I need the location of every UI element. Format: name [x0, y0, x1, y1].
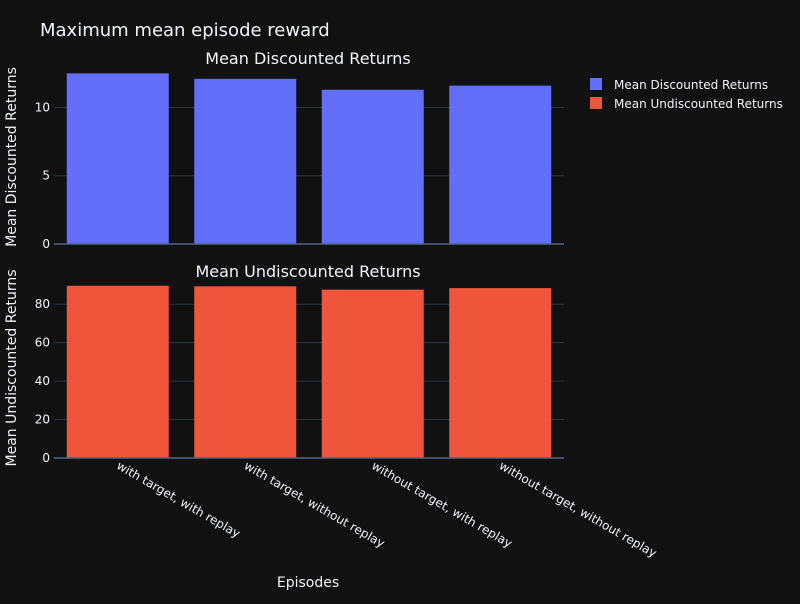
bar-discounted[interactable] — [321, 89, 424, 244]
legend-item-undiscounted[interactable]: Mean Undiscounted Returns — [590, 97, 783, 111]
legend-swatch-undiscounted — [590, 97, 602, 109]
y-tick-label-undiscounted: 20 — [35, 413, 50, 427]
y-axis-label-discounted: Mean Discounted Returns — [4, 67, 20, 247]
x-axis-label: Episodes — [277, 575, 339, 591]
bar-undiscounted[interactable] — [321, 289, 424, 458]
legend-item-discounted[interactable]: Mean Discounted Returns — [590, 78, 768, 92]
y-tick-label-discounted: 10 — [35, 100, 50, 114]
legend-swatch-discounted — [590, 78, 602, 90]
subplot-undiscounted: Mean Undiscounted Returns Mean Undiscoun… — [4, 262, 564, 466]
bar-undiscounted[interactable] — [449, 288, 552, 458]
y-tick-label-discounted: 5 — [42, 169, 50, 183]
legend[interactable]: Mean Discounted Returns Mean Undiscounte… — [590, 78, 783, 111]
legend-label-undiscounted: Mean Undiscounted Returns — [614, 97, 783, 111]
bar-discounted[interactable] — [194, 78, 297, 244]
y-tick-label-undiscounted: 60 — [35, 336, 50, 350]
subplot-discounted: Mean Discounted Returns Mean Discounted … — [4, 49, 564, 251]
y-tick-label-undiscounted: 0 — [42, 451, 50, 465]
subplot-title-discounted: Mean Discounted Returns — [205, 49, 410, 68]
figure-title: Maximum mean episode reward — [40, 20, 330, 41]
bar-discounted[interactable] — [66, 73, 169, 244]
y-axis-label-undiscounted: Mean Undiscounted Returns — [4, 270, 20, 467]
legend-label-discounted: Mean Discounted Returns — [614, 78, 768, 92]
y-tick-label-undiscounted: 80 — [35, 297, 50, 311]
bar-discounted[interactable] — [449, 85, 552, 245]
bar-undiscounted[interactable] — [66, 285, 169, 458]
y-tick-label-discounted: 0 — [42, 237, 50, 251]
bar-undiscounted[interactable] — [194, 286, 297, 458]
subplot-title-undiscounted: Mean Undiscounted Returns — [195, 262, 420, 281]
y-tick-label-undiscounted: 40 — [35, 374, 50, 388]
